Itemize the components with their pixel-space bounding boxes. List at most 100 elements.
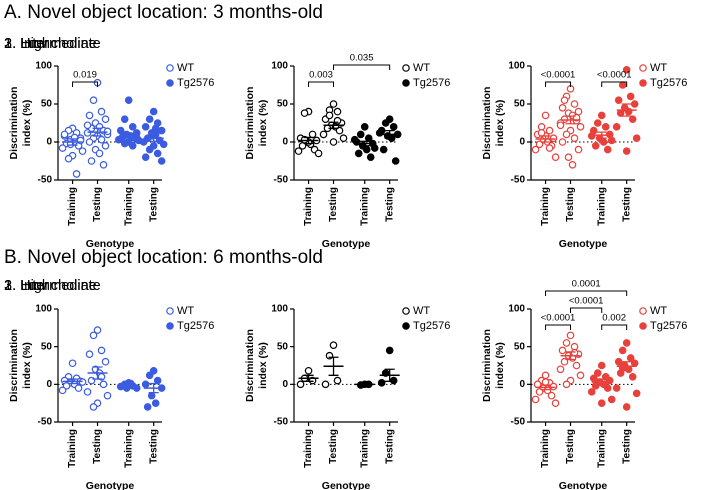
data-point	[139, 138, 148, 146]
y-tick-label: 50	[41, 99, 53, 110]
y-tick-label: 100	[271, 61, 288, 72]
panel-title: 3. High	[4, 278, 50, 294]
legend-label: WT	[650, 305, 667, 317]
y-axis-label: index (%)	[21, 342, 33, 389]
legend-label: Tg2576	[650, 77, 687, 89]
data-point	[381, 119, 390, 127]
y-tick-label: -50	[38, 175, 53, 186]
data-point	[568, 161, 577, 169]
y-axis-label: Discrimination	[8, 87, 20, 160]
data-point	[607, 136, 616, 145]
data-point	[537, 123, 546, 131]
data-point	[147, 391, 156, 400]
data-point	[622, 66, 631, 74]
data-point	[589, 374, 598, 383]
x-tick-label: Testing	[621, 429, 632, 464]
data-point	[87, 376, 96, 385]
data-point	[314, 149, 323, 158]
error-bar	[123, 133, 134, 140]
error-bar	[621, 361, 632, 372]
data-point	[628, 372, 637, 381]
data-point	[535, 388, 544, 396]
data-point	[549, 134, 558, 143]
data-point	[99, 380, 108, 389]
data-point	[360, 123, 369, 131]
data-point	[78, 147, 87, 155]
data-point	[329, 138, 338, 146]
data-point	[97, 135, 106, 144]
x-tick-label: Testing	[621, 187, 632, 222]
x-tick-label: Testing	[565, 187, 576, 222]
data-point	[87, 157, 96, 165]
data-point	[143, 403, 152, 411]
x-tick-label: Testing	[92, 429, 103, 464]
error-bar	[67, 378, 78, 385]
legend-marker	[166, 307, 174, 315]
data-point	[151, 399, 160, 407]
legend-label: Tg2576	[177, 320, 214, 332]
data-point	[149, 107, 158, 116]
data-point	[593, 119, 602, 127]
data-point	[537, 129, 546, 137]
data-point	[151, 124, 160, 133]
error-bar	[92, 127, 103, 137]
legend-marker	[402, 64, 410, 72]
data-point	[116, 126, 125, 135]
data-point	[545, 144, 554, 152]
data-point	[628, 115, 637, 124]
data-point	[60, 130, 69, 139]
p-value-label: 0.019	[73, 70, 97, 81]
data-point	[153, 376, 162, 385]
legend-marker	[402, 307, 410, 315]
significance-bracket	[570, 307, 603, 313]
data-point	[377, 379, 386, 387]
data-point	[541, 111, 550, 120]
data-point	[622, 403, 631, 411]
data-point	[99, 161, 108, 169]
data-point	[612, 123, 621, 131]
data-point	[308, 130, 317, 139]
data-point	[562, 130, 571, 139]
x-tick-label: Testing	[92, 187, 103, 222]
data-point	[116, 382, 125, 391]
data-point	[587, 388, 596, 396]
legend-marker	[166, 322, 174, 330]
p-value-label: <0.0001	[569, 296, 604, 307]
x-tick-label: Testing	[328, 429, 339, 464]
y-tick-label: 0	[519, 137, 525, 148]
x-tick-label: Training	[540, 187, 551, 226]
error-bar	[328, 356, 339, 376]
x-tick-label: Testing	[328, 187, 339, 222]
y-tick-label: 100	[508, 304, 525, 315]
data-point	[93, 326, 102, 334]
data-point	[128, 123, 137, 131]
data-point	[591, 382, 600, 390]
data-point	[614, 96, 623, 105]
p-value-label: 0.0001	[572, 279, 601, 290]
y-axis-label: Discrimination	[244, 87, 256, 160]
p-value-label: 0.035	[350, 53, 374, 64]
data-point	[83, 121, 92, 130]
data-point	[379, 145, 388, 154]
panel-title: 2. Intermediate	[4, 278, 101, 294]
data-point	[370, 144, 379, 152]
error-bar	[384, 129, 395, 139]
legend-marker	[639, 307, 647, 315]
data-point	[335, 126, 344, 135]
error-bar	[565, 351, 576, 361]
legend-label: Tg2576	[650, 320, 687, 332]
x-axis-label: Genotype	[322, 480, 371, 490]
data-point	[120, 115, 129, 124]
data-point	[632, 134, 641, 143]
data-point	[574, 107, 583, 116]
data-point	[549, 382, 558, 391]
data-point	[556, 365, 565, 374]
data-point	[294, 147, 303, 155]
data-point	[362, 145, 371, 154]
data-point	[618, 346, 627, 355]
x-tick-label: Testing	[148, 429, 159, 464]
data-point	[630, 100, 639, 108]
data-point	[566, 331, 575, 340]
significance-bracket	[601, 324, 628, 330]
error-bar	[384, 368, 395, 382]
